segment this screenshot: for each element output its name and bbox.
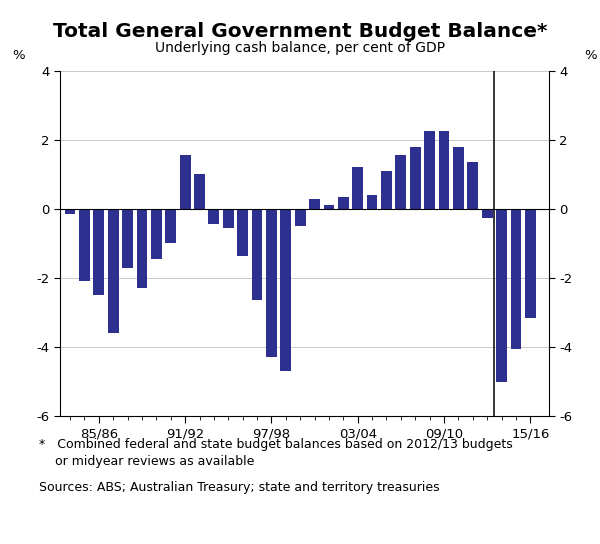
Text: Underlying cash balance, per cent of GDP: Underlying cash balance, per cent of GDP bbox=[155, 41, 445, 55]
Bar bbox=[352, 168, 363, 209]
Text: %: % bbox=[584, 49, 597, 62]
Bar bbox=[511, 209, 521, 349]
Bar bbox=[94, 209, 104, 295]
Bar bbox=[439, 131, 449, 209]
Bar bbox=[79, 209, 90, 281]
Text: %: % bbox=[12, 49, 25, 62]
Text: *   Combined federal and state budget balances based on 2012/13 budgets: * Combined federal and state budget bala… bbox=[39, 438, 513, 451]
Text: Sources: ABS; Australian Treasury; state and territory treasuries: Sources: ABS; Australian Treasury; state… bbox=[39, 481, 440, 494]
Bar bbox=[453, 147, 464, 209]
Bar bbox=[367, 195, 377, 209]
Text: or midyear reviews as available: or midyear reviews as available bbox=[39, 455, 254, 468]
Bar bbox=[280, 209, 291, 371]
Bar bbox=[381, 171, 392, 209]
Bar bbox=[338, 197, 349, 209]
Bar bbox=[137, 209, 148, 288]
Bar bbox=[251, 209, 262, 300]
Bar bbox=[223, 209, 233, 228]
Bar bbox=[65, 209, 76, 214]
Bar bbox=[180, 156, 191, 209]
Bar bbox=[166, 209, 176, 243]
Bar bbox=[194, 174, 205, 209]
Bar bbox=[323, 206, 334, 209]
Bar bbox=[309, 199, 320, 209]
Bar bbox=[467, 162, 478, 209]
Bar bbox=[295, 209, 305, 226]
Bar bbox=[395, 156, 406, 209]
Bar bbox=[525, 209, 536, 318]
Bar bbox=[108, 209, 119, 333]
Bar bbox=[424, 131, 435, 209]
Bar bbox=[208, 209, 219, 225]
Bar bbox=[482, 209, 493, 218]
Bar bbox=[266, 209, 277, 357]
Bar bbox=[410, 147, 421, 209]
Bar bbox=[496, 209, 507, 382]
Bar bbox=[122, 209, 133, 268]
Bar bbox=[151, 209, 162, 259]
Bar bbox=[237, 209, 248, 256]
Text: Total General Government Budget Balance*: Total General Government Budget Balance* bbox=[53, 22, 547, 41]
